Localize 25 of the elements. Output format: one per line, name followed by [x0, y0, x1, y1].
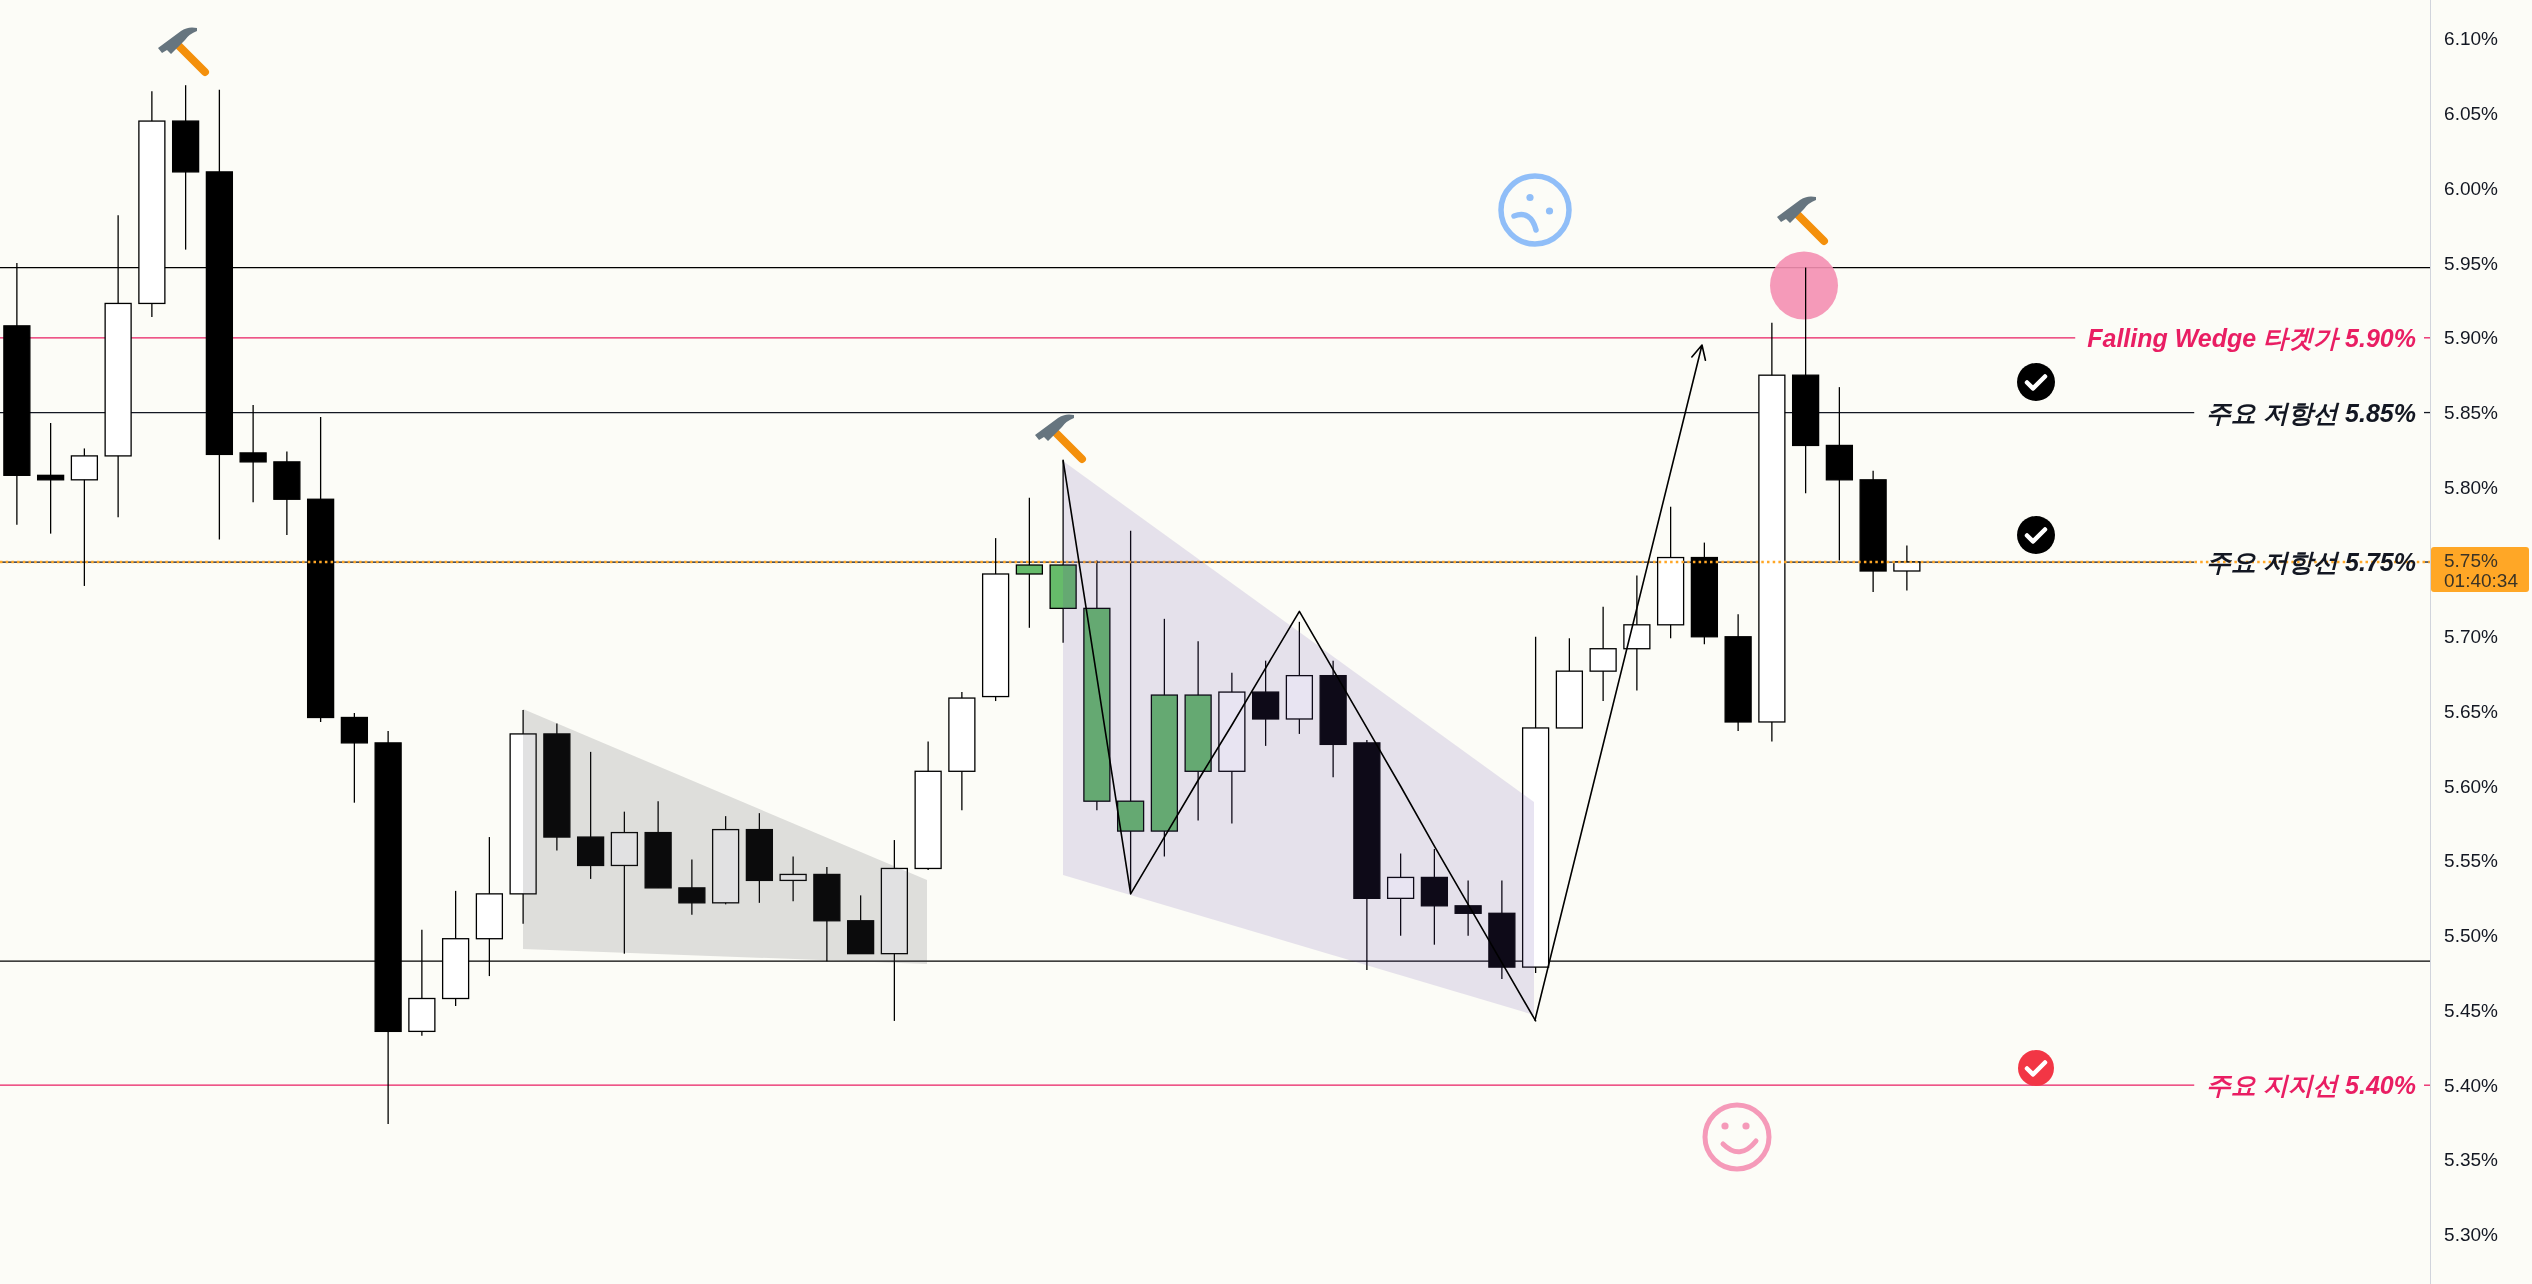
y-tick-label: 5.55% [2444, 850, 2499, 872]
y-tick-label: 5.95% [2444, 252, 2499, 274]
ref-line-label: 주요 저항선 5.75% [2206, 548, 2416, 577]
candlestick [239, 404, 267, 503]
ref-line-label: 주요 저항선 5.85% [2206, 398, 2416, 427]
y-tick-label: 6.00% [2444, 177, 2499, 199]
y-tick-label: 5.70% [2444, 626, 2499, 648]
y-tick-label: 6.10% [2444, 28, 2499, 50]
y-tick-label: 5.45% [2444, 999, 2499, 1021]
ref-line-label: 5.75% 01:40:34 [2444, 550, 2519, 592]
y-tick-label: 5.30% [2444, 1224, 2499, 1246]
candlestick [779, 855, 807, 902]
ref-line-label: Falling Wedge 타겟가 5.90% [2087, 323, 2416, 352]
y-tick-label: 5.90% [2444, 327, 2499, 349]
y-tick-label: 5.35% [2444, 1149, 2499, 1171]
y-tick-label: 5.50% [2444, 925, 2499, 947]
candlestick [1454, 879, 1482, 937]
y-tick-label: 5.40% [2444, 1074, 2499, 1096]
ref-line-label: 주요 지지선 5.40% [2206, 1071, 2416, 1100]
y-tick-label: 5.65% [2444, 701, 2499, 723]
y-tick-label: 6.05% [2444, 103, 2499, 125]
candlestick [1015, 497, 1044, 629]
y-tick-label: 5.80% [2444, 476, 2499, 498]
y-tick-label: 5.60% [2444, 775, 2499, 797]
y-tick-label: 5.85% [2444, 402, 2499, 424]
